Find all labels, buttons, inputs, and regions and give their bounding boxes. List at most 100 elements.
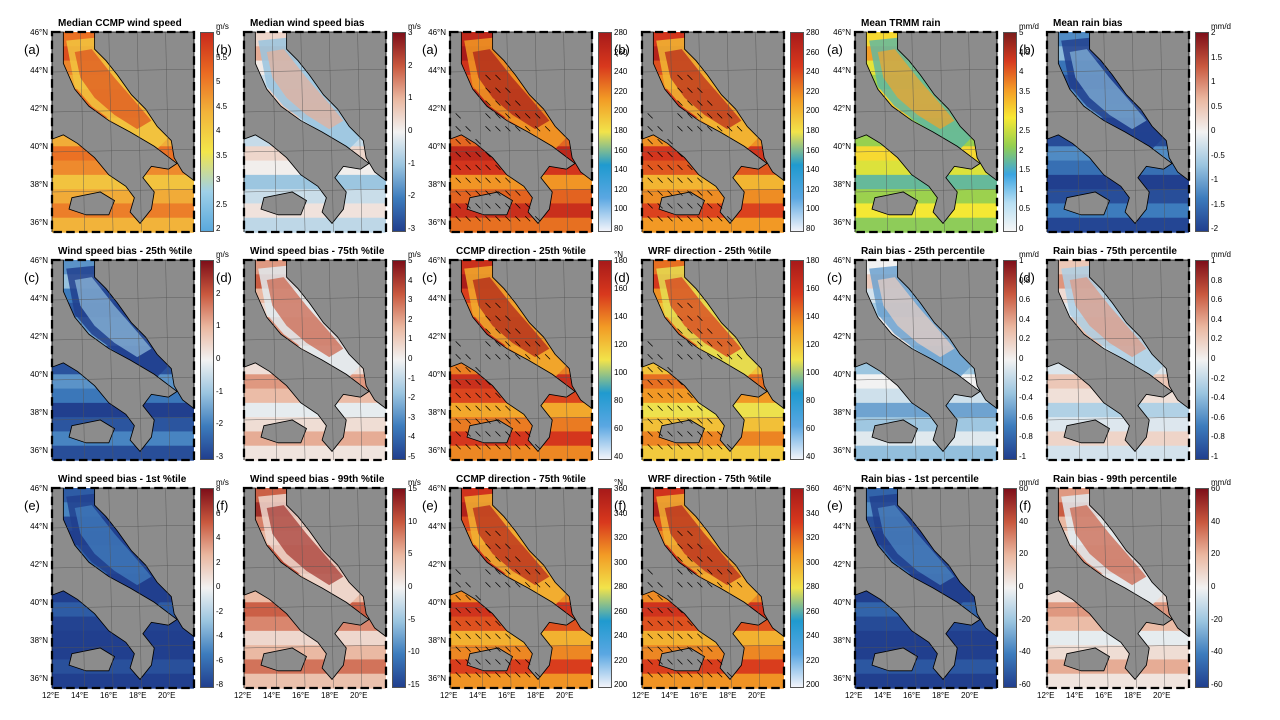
colorbar-tick-label: 0.8 xyxy=(1211,275,1223,285)
colorbar-tick-label: 4 xyxy=(216,126,221,135)
panel-title: CCMP direction - 25th %tile xyxy=(456,246,586,257)
colorbar-tick-label: 200 xyxy=(806,680,820,689)
colorbar-tick-label: 1 xyxy=(216,321,221,331)
longitude-label: 20°E xyxy=(350,691,368,700)
latitude-label: 38°N xyxy=(428,408,446,417)
colorbar-tick-label: 2.5 xyxy=(1019,126,1031,135)
longitude-label: 16°E xyxy=(903,691,921,700)
colorbar-tick-label: 160 xyxy=(614,284,628,293)
colorbar-tick-label: -40 xyxy=(1211,647,1223,657)
colorbar-tick-label: 140 xyxy=(806,165,820,175)
map-panel xyxy=(853,30,999,234)
colorbar-tick-label: 60 xyxy=(806,424,815,433)
colorbar-tick-label: 120 xyxy=(614,340,628,349)
colorbar-tick-label: -1 xyxy=(408,158,416,168)
longitude-label: 18°E xyxy=(527,691,545,700)
longitude-label: 18°E xyxy=(932,691,950,700)
colorbar-tick-label: 160 xyxy=(806,284,820,293)
colorbar xyxy=(392,32,406,232)
colorbar-tick-label: 3 xyxy=(1019,106,1024,116)
latitude-label: 46°N xyxy=(833,28,851,37)
colorbar xyxy=(392,488,406,688)
colorbar-tick-label: 180 xyxy=(806,126,820,135)
colorbar-tick-label: 260 xyxy=(614,606,628,616)
colorbar-tick-label: 0.4 xyxy=(1211,314,1223,324)
colorbar-tick-label: 40 xyxy=(614,452,623,461)
panel-title: WRF direction - 75th %tile xyxy=(648,474,772,485)
panel-label: (a) xyxy=(827,42,843,57)
map-panel xyxy=(50,486,196,690)
map-panel xyxy=(448,258,594,462)
colorbar-unit: mm/d xyxy=(1211,478,1231,487)
map-panel xyxy=(853,258,999,462)
colorbar-tick-label: -2 xyxy=(1211,224,1219,233)
latitude-label: 42°N xyxy=(30,332,48,341)
colorbar-tick-label: 80 xyxy=(806,224,815,233)
colorbar xyxy=(598,260,612,460)
colorbar-tick-label: 0 xyxy=(1019,224,1024,233)
colorbar-tick-label: 260 xyxy=(806,606,820,616)
map-panel xyxy=(640,30,786,234)
colorbar-tick-label: 5 xyxy=(408,256,413,265)
colorbar-tick-label: 300 xyxy=(614,557,628,567)
colorbar-tick-label: 200 xyxy=(806,106,820,116)
latitude-label: 42°N xyxy=(428,560,446,569)
colorbar-tick-label: 360 xyxy=(806,484,820,493)
colorbar-tick-label: 0.2 xyxy=(1019,334,1031,344)
panel-label: (e) xyxy=(422,498,438,513)
colorbar-tick-label: 1 xyxy=(1211,77,1216,86)
colorbar-tick-label: 240 xyxy=(614,67,628,77)
panel-title: Wind speed bias - 1st %tile xyxy=(58,474,187,485)
colorbar xyxy=(200,32,214,232)
colorbar-tick-label: 80 xyxy=(614,224,623,233)
latitude-label: 46°N xyxy=(428,28,446,37)
map-panel xyxy=(50,30,196,234)
colorbar-tick-label: 3 xyxy=(216,175,221,184)
colorbar-tick-label: 15 xyxy=(408,484,417,493)
colorbar xyxy=(598,488,612,688)
colorbar-tick-label: -1 xyxy=(1019,452,1027,461)
colorbar-tick-label: 0 xyxy=(1211,354,1216,363)
colorbar-tick-label: -0.8 xyxy=(1211,432,1225,442)
colorbar-tick-label: 1 xyxy=(408,93,413,103)
panel-title: Rain bias - 25th percentile xyxy=(861,246,985,257)
colorbar-tick-label: 0 xyxy=(216,582,221,591)
map-panel xyxy=(853,486,999,690)
colorbar-unit: m/s xyxy=(408,22,421,31)
colorbar-tick-label: -4 xyxy=(216,631,224,640)
colorbar-tick-label: 5 xyxy=(408,549,413,559)
latitude-label: 36°N xyxy=(833,446,851,455)
latitude-label: 44°N xyxy=(428,66,446,75)
panel-label: (d) xyxy=(614,270,630,285)
colorbar-tick-label: 0 xyxy=(1019,582,1024,591)
colorbar-tick-label: -5 xyxy=(408,614,416,624)
latitude-label: 40°N xyxy=(30,598,48,607)
longitude-label: 20°E xyxy=(556,691,574,700)
latitude-label: 42°N xyxy=(30,560,48,569)
colorbar-tick-label: 0.6 xyxy=(1019,295,1031,305)
colorbar-tick-label: 320 xyxy=(806,533,820,542)
colorbar-tick-label: -2 xyxy=(216,606,224,616)
latitude-label: 40°N xyxy=(30,142,48,151)
colorbar-tick-label: 20 xyxy=(1211,549,1220,559)
colorbar-unit: mm/d xyxy=(1211,250,1231,259)
colorbar-tick-label: -0.8 xyxy=(1019,432,1033,442)
map-panel xyxy=(242,486,388,690)
colorbar-tick-label: 0.6 xyxy=(1211,295,1223,305)
latitude-label: 44°N xyxy=(428,522,446,531)
longitude-label: 18°E xyxy=(1124,691,1142,700)
colorbar-tick-label: -1 xyxy=(1211,175,1219,184)
colorbar-tick-label: -0.2 xyxy=(1211,373,1225,383)
longitude-label: 12°E xyxy=(42,691,60,700)
colorbar-tick-label: 0 xyxy=(1211,582,1216,591)
longitude-label: 16°E xyxy=(100,691,118,700)
latitude-label: 38°N xyxy=(30,408,48,417)
colorbar-tick-label: 3 xyxy=(408,295,413,305)
map-panel xyxy=(50,258,196,462)
longitude-label: 14°E xyxy=(263,691,281,700)
colorbar-tick-label: 2 xyxy=(216,288,221,298)
longitude-label: 20°E xyxy=(158,691,176,700)
colorbar-tick-label: 1 xyxy=(1211,256,1216,265)
colorbar-tick-label: 1.5 xyxy=(1211,52,1223,62)
longitude-label: 16°E xyxy=(292,691,310,700)
